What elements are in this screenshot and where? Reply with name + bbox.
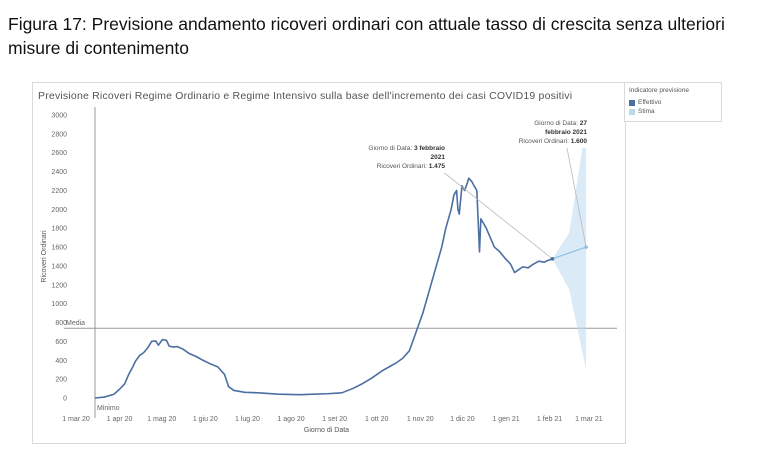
x-axis-title: Giorno di Data xyxy=(304,427,349,434)
y-tick-label: 1800 xyxy=(51,226,67,233)
y-tick-label: 1000 xyxy=(51,301,67,308)
x-tick-label: 1 dic 20 xyxy=(450,416,475,423)
chart-plot: 0 200 400 600 800 1000 1200 1400 1600 1800 2000 220… xyxy=(41,107,617,434)
x-tick-label: 1 giu 20 xyxy=(193,416,218,423)
annotation-leader-1 xyxy=(441,170,553,260)
tooltip-annotation-27-febbraio: Giorno di Data: 27 febbraio 2021 Ricover… xyxy=(490,117,590,148)
legend-label-effettivo: Effettivo xyxy=(638,99,662,106)
y-tick-label: 2000 xyxy=(51,207,67,214)
chart-title: Previsione Ricoveri Regime Ordinario e R… xyxy=(38,90,573,102)
y-tick-label: 3000 xyxy=(51,113,67,120)
legend-item-stima[interactable]: Stima xyxy=(629,108,655,115)
x-tick-label: 1 feb 21 xyxy=(537,416,562,423)
y-tick-label: 2400 xyxy=(51,169,67,176)
x-tick-label: 1 ago 20 xyxy=(277,416,304,423)
data-point-3-febbraio xyxy=(550,257,555,261)
x-tick-label: 1 ott 20 xyxy=(365,416,388,423)
tooltip-annotation-3-febbraio: Giorno di Data: 3 febbraio 2021 Ricoveri… xyxy=(334,142,448,173)
legend-label-stima: Stima xyxy=(638,108,655,115)
x-tick-label: 1 gen 21 xyxy=(492,416,519,423)
x-tick-label: 1 nov 20 xyxy=(407,416,434,423)
legend-swatch-stima xyxy=(629,108,635,115)
y-tick-label: 2200 xyxy=(51,188,67,195)
y-tick-label: 0 xyxy=(63,396,67,403)
y-tick-label: 400 xyxy=(55,358,67,365)
series-line-stima xyxy=(552,246,587,260)
annotation-leader-2 xyxy=(566,147,587,248)
x-tick-label: 1 mar 20 xyxy=(62,416,90,423)
y-tick-label: 1600 xyxy=(51,245,67,252)
x-tick-label: 1 mag 20 xyxy=(147,416,176,423)
y-tick-label: 2600 xyxy=(51,150,67,157)
legend-item-effettivo[interactable]: Effettivo xyxy=(629,99,661,106)
x-tick-label: 1 set 20 xyxy=(322,416,347,423)
figure-caption: Figura 17: Previsione andamento ricoveri… xyxy=(8,14,725,58)
series-line-effettivo xyxy=(94,177,553,399)
y-tick-label: 600 xyxy=(55,339,67,346)
legend-swatch-effettivo xyxy=(629,99,635,106)
x-tick-label: 1 mar 21 xyxy=(575,416,603,423)
y-tick-label: 800 xyxy=(55,320,67,327)
reference-label-media: Media xyxy=(66,320,85,327)
y-axis-title: Ricoveri Ordinari xyxy=(41,230,48,283)
legend: Indicatore previsione Effettivo Stima xyxy=(624,82,722,122)
forecast-band xyxy=(552,124,587,370)
y-tick-label: 1200 xyxy=(51,282,67,289)
y-tick-label: 1400 xyxy=(51,263,67,270)
y-tick-label: 200 xyxy=(55,377,67,384)
x-tick-label: 1 lug 20 xyxy=(235,416,260,423)
reference-label-minimo: Minimo xyxy=(97,405,120,412)
x-tick-label: 1 apr 20 xyxy=(107,416,133,423)
legend-title: Indicatore previsione xyxy=(629,87,689,94)
data-point-27-febbraio xyxy=(584,245,588,249)
y-tick-label: 2800 xyxy=(51,131,67,138)
